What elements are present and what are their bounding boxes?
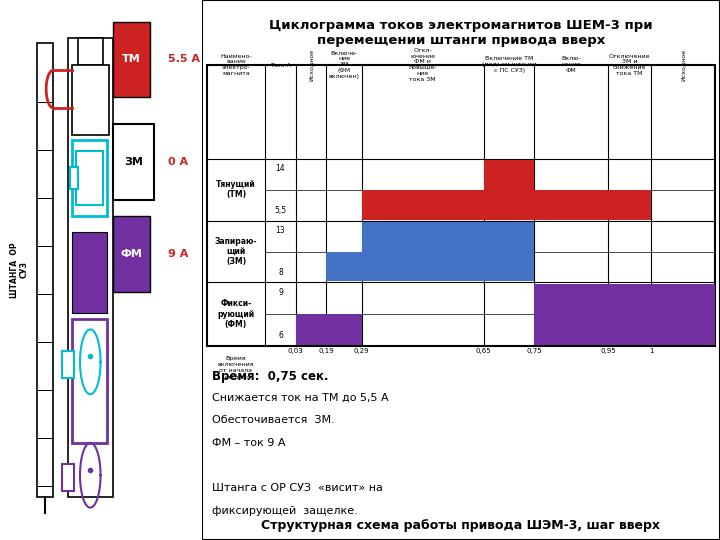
Bar: [207, 65, 715, 346]
Text: 13: 13: [276, 226, 285, 235]
Bar: [72, 232, 107, 313]
Text: 8: 8: [278, 268, 283, 277]
Text: 5.5 А: 5.5 А: [168, 55, 200, 64]
Bar: [534, 284, 715, 314]
Text: 1: 1: [649, 348, 654, 354]
Bar: [113, 124, 154, 200]
Bar: [113, 216, 150, 292]
Text: 6: 6: [278, 331, 283, 340]
Text: Обесточивается  ЗМ.: Обесточивается ЗМ.: [212, 415, 335, 426]
Text: ШТАНГА  ОР: ШТАНГА ОР: [10, 242, 19, 298]
Text: фиксирующей  защелке.: фиксирующей защелке.: [212, 506, 358, 516]
Text: 0,03: 0,03: [288, 348, 304, 354]
Text: Запираю-
щий
(ЗМ): Запираю- щий (ЗМ): [215, 237, 257, 266]
Text: Откл-
ючение
ФМ и
повыше-
ние
тока ЗМ: Откл- ючение ФМ и повыше- ние тока ЗМ: [408, 48, 437, 82]
Text: СУЗ: СУЗ: [20, 261, 29, 279]
Text: 0,65: 0,65: [476, 348, 492, 354]
Text: Вклю-
чение
ФМ: Вклю- чение ФМ: [562, 57, 581, 73]
Text: Тянущий
(ТМ): Тянущий (ТМ): [216, 180, 256, 199]
Bar: [72, 140, 107, 216]
Text: Фикси-
рующий
(ФМ): Фикси- рующий (ФМ): [217, 299, 255, 329]
Text: Время:  0,75 сек.: Время: 0,75 сек.: [212, 370, 328, 383]
Bar: [76, 151, 103, 205]
Bar: [72, 319, 107, 443]
Text: 0,29: 0,29: [354, 348, 369, 354]
Text: Исходное: Исходное: [680, 49, 685, 81]
Text: Включение ТМ
(подъем штанги
с ПС СУЗ): Включение ТМ (подъем штанги с ПС СУЗ): [482, 57, 536, 73]
Text: Наимено-
вание
электро-
магнита: Наимено- вание электро- магнита: [220, 53, 252, 76]
Text: 0 А: 0 А: [168, 157, 189, 167]
Bar: [70, 167, 78, 189]
Text: Включе-
ние
ЗМ
(ФМ
включен): Включе- ние ЗМ (ФМ включен): [328, 51, 359, 79]
Text: Отключение
ЗМ и
снижение
тока ТМ: Отключение ЗМ и снижение тока ТМ: [609, 53, 650, 76]
Text: ФМ: ФМ: [120, 249, 143, 259]
Text: ЗМ: ЗМ: [124, 157, 143, 167]
Bar: [361, 222, 534, 252]
Text: 0,95: 0,95: [600, 348, 616, 354]
Bar: [62, 464, 74, 491]
Text: Время
включения
от начала
цикла, с: Время включения от начала цикла, с: [217, 356, 254, 379]
Bar: [72, 65, 109, 135]
Bar: [78, 38, 102, 65]
Text: Структурная схема работы привода ШЭМ-3, шаг вверх: Структурная схема работы привода ШЭМ-3, …: [261, 519, 660, 532]
Text: 9 А: 9 А: [168, 249, 189, 259]
Text: 0,75: 0,75: [526, 348, 542, 354]
Text: 5,5: 5,5: [274, 206, 287, 215]
Text: Циклограмма токов электромагнитов ШЕМ-3 при
перемещении штанги привода вверх: Циклограмма токов электромагнитов ШЕМ-3 …: [269, 19, 652, 47]
Text: Снижается ток на ТМ до 5,5 А: Снижается ток на ТМ до 5,5 А: [212, 393, 389, 403]
Text: Штанга с ОР СУЗ  «висит» на: Штанга с ОР СУЗ «висит» на: [212, 483, 383, 494]
Bar: [68, 38, 113, 497]
Text: 14: 14: [276, 164, 285, 173]
Bar: [534, 314, 715, 345]
Text: ТМ: ТМ: [122, 55, 140, 64]
Bar: [113, 22, 150, 97]
Text: 9: 9: [278, 288, 283, 297]
Bar: [37, 43, 53, 497]
Text: Исходное: Исходное: [308, 49, 313, 81]
Bar: [361, 190, 652, 220]
Text: 0,19: 0,19: [318, 348, 334, 354]
Text: Ток, А: Ток, А: [271, 62, 290, 68]
Bar: [326, 252, 534, 281]
Bar: [484, 160, 534, 190]
Bar: [296, 314, 361, 345]
Bar: [62, 351, 74, 378]
Text: ФМ – ток 9 А: ФМ – ток 9 А: [212, 438, 285, 448]
